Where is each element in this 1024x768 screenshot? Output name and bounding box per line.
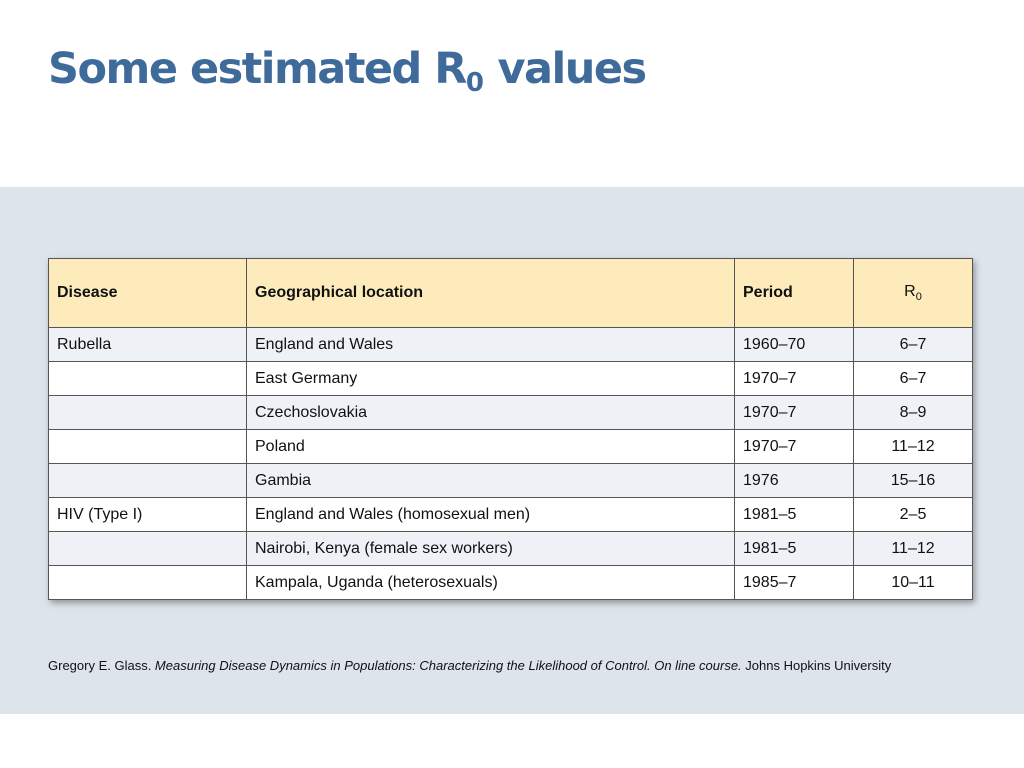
header-r0-sub: 0 — [915, 291, 922, 304]
cell-location: Poland — [246, 429, 735, 464]
cell-disease — [48, 429, 247, 464]
cell-location: East Germany — [246, 361, 735, 396]
table-row: Nairobi, Kenya (female sex workers) 1981–… — [48, 531, 973, 566]
cell-period: 1960–70 — [734, 327, 854, 362]
cell-period: 1970–7 — [734, 395, 854, 430]
table-row: Poland 1970–7 11–12 — [48, 429, 973, 464]
cell-disease — [48, 531, 247, 566]
header-r0: R0 — [853, 258, 973, 328]
r0-table: Disease Geographical location Period R0 … — [48, 258, 973, 600]
table-header-row: Disease Geographical location Period R0 — [48, 258, 973, 328]
cell-period: 1981–5 — [734, 531, 854, 566]
cell-disease: Rubella — [48, 327, 247, 362]
cell-disease — [48, 361, 247, 396]
cell-location: England and Wales (homosexual men) — [246, 497, 735, 532]
table-row: Czechoslovakia 1970–7 8–9 — [48, 395, 973, 430]
table-body: Rubella England and Wales 1960–70 6–7 East G… — [48, 327, 973, 600]
citation-publisher: Johns Hopkins University — [741, 658, 892, 673]
citation: Gregory E. Glass. Measuring Disease Dyna… — [48, 657, 948, 675]
header-period: Period — [734, 258, 854, 328]
cell-period: 1970–7 — [734, 429, 854, 464]
cell-r0: 2–5 — [853, 497, 973, 532]
cell-disease — [48, 395, 247, 430]
cell-disease — [48, 565, 247, 600]
cell-r0: 15–16 — [853, 463, 973, 498]
cell-r0: 6–7 — [853, 361, 973, 396]
title-subscript: 0 — [465, 68, 484, 98]
cell-r0: 10–11 — [853, 565, 973, 600]
cell-r0: 11–12 — [853, 531, 973, 566]
citation-work: Measuring Disease Dynamics in Population… — [154, 658, 742, 673]
table-row: Rubella England and Wales 1960–70 6–7 — [48, 327, 973, 362]
cell-disease: HIV (Type I) — [48, 497, 247, 532]
cell-location: Kampala, Uganda (heterosexuals) — [246, 565, 735, 600]
citation-author: Gregory E. Glass. — [48, 658, 155, 673]
cell-location: Nairobi, Kenya (female sex workers) — [246, 531, 735, 566]
cell-r0: 6–7 — [853, 327, 973, 362]
title-rest: values — [484, 44, 647, 94]
cell-disease — [48, 463, 247, 498]
cell-period: 1976 — [734, 463, 854, 498]
header-disease: Disease — [48, 258, 247, 328]
cell-location: Czechoslovakia — [246, 395, 735, 430]
cell-period: 1970–7 — [734, 361, 854, 396]
cell-r0: 8–9 — [853, 395, 973, 430]
cell-period: 1981–5 — [734, 497, 854, 532]
table-row: East Germany 1970–7 6–7 — [48, 361, 973, 396]
title-main: Some estimated R — [48, 44, 467, 94]
table-row: HIV (Type I) England and Wales (homosexua… — [48, 497, 973, 532]
table-row: Gambia 1976 15–16 — [48, 463, 973, 498]
header-r0-main: R — [904, 282, 916, 300]
cell-location: England and Wales — [246, 327, 735, 362]
cell-r0: 11–12 — [853, 429, 973, 464]
header-location: Geographical location — [246, 258, 735, 328]
cell-location: Gambia — [246, 463, 735, 498]
cell-period: 1985–7 — [734, 565, 854, 600]
table-row: Kampala, Uganda (heterosexuals) 1985–7 10–… — [48, 565, 973, 600]
page-title: Some estimated R0 values — [48, 44, 647, 98]
